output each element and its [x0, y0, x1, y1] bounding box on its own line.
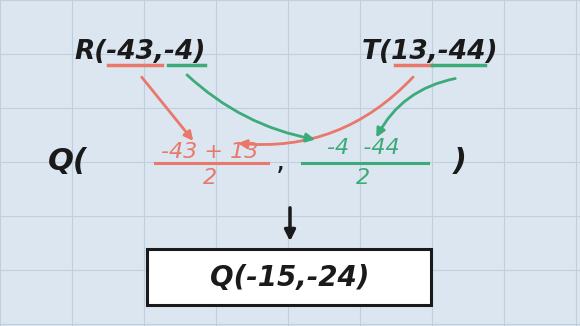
Text: -43 + 13: -43 + 13: [161, 142, 259, 162]
Text: 2: 2: [356, 168, 370, 188]
Text: ,: ,: [276, 148, 285, 176]
Text: R(-43,-4): R(-43,-4): [74, 39, 206, 65]
Text: ): ): [453, 147, 467, 176]
Text: T(13,-44): T(13,-44): [362, 39, 498, 65]
FancyBboxPatch shape: [147, 249, 431, 305]
Text: 2: 2: [203, 168, 217, 188]
Text: Q(-15,-24): Q(-15,-24): [211, 264, 369, 292]
Text: Q(: Q(: [48, 147, 88, 176]
Text: -4  -44: -4 -44: [327, 138, 399, 158]
